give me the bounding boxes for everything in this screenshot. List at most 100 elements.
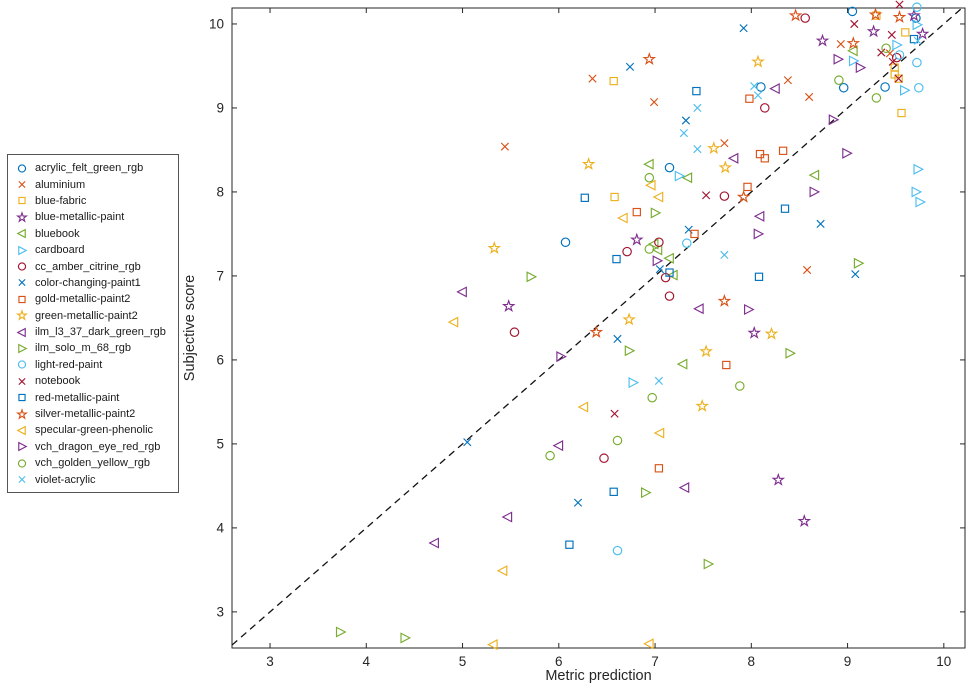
data-point-blue-metallic-paint xyxy=(747,325,762,339)
data-point-specular-green-phenolic xyxy=(643,638,654,650)
series-ilm_solo_m_68_rgb xyxy=(335,207,865,644)
triangle-left-marker-icon xyxy=(16,228,26,239)
y-tick-label: 9 xyxy=(216,100,224,115)
circle-marker-icon xyxy=(17,459,27,468)
data-point-color-changing-paint1 xyxy=(613,334,622,344)
data-point-specular-green-phenolic xyxy=(496,565,508,577)
data-point-ilm_solo_m_68_rgb xyxy=(526,271,538,283)
data-point-green-metallic-paint2 xyxy=(718,160,733,174)
legend-item-color-changing-paint1: color-changing-paint1 xyxy=(8,275,178,291)
data-point-vch_golden_yellow_rgb xyxy=(644,172,655,183)
data-point-gold-metallic-paint2 xyxy=(722,360,731,370)
data-point-bluebook xyxy=(808,169,820,181)
data-point-violet-acrylic xyxy=(750,81,759,91)
data-point-ilm_l3_37_dark_green_rgb xyxy=(552,440,564,452)
data-point-violet-acrylic xyxy=(913,36,922,45)
x-marker-icon xyxy=(18,476,26,484)
data-point-red-metallic-paint xyxy=(565,540,574,549)
data-point-notebook xyxy=(887,30,896,40)
data-point-vch_dragon_eye_red_rgb xyxy=(753,228,765,240)
data-point-gold-metallic-paint2 xyxy=(690,229,699,239)
data-point-cc_amber_citrine_rgb xyxy=(599,453,609,463)
data-point-gold-metallic-paint2 xyxy=(654,464,664,473)
legend-item-blue-metallic-paint: blue-metallic-paint xyxy=(8,209,178,225)
data-point-cc_amber_citrine_rgb xyxy=(719,191,730,201)
legend-item-acrylic_felt_green_rgb: acrylic_felt_green_rgb xyxy=(8,160,178,176)
legend-item-vch_golden_yellow_rgb: vch_golden_yellow_rgb xyxy=(8,455,178,471)
data-point-vch_dragon_eye_red_rgb xyxy=(652,255,664,267)
legend-label: bluebook xyxy=(35,227,80,240)
data-point-color-changing-paint1 xyxy=(851,270,860,279)
legend-item-notebook: notebook xyxy=(8,373,178,389)
series-green-metallic-paint2 xyxy=(487,54,779,412)
x-tick-label: 8 xyxy=(748,654,756,669)
data-point-color-changing-paint1 xyxy=(739,24,748,33)
data-point-ilm_l3_37_dark_green_rgb xyxy=(693,303,704,315)
data-point-vch_dragon_eye_red_rgb xyxy=(828,114,840,126)
data-point-specular-green-phenolic xyxy=(487,639,498,651)
legend-label: notebook xyxy=(35,375,81,388)
square-marker-icon xyxy=(18,295,26,303)
data-point-aluminium xyxy=(500,142,510,151)
data-point-vch_dragon_eye_red_rgb xyxy=(842,147,853,159)
data-point-aluminium xyxy=(836,39,845,49)
x-tick-label: 9 xyxy=(844,654,852,669)
data-point-cc_amber_citrine_rgb xyxy=(891,52,902,63)
data-point-bluebook xyxy=(681,172,693,184)
square-marker-icon xyxy=(18,394,26,402)
data-point-gold-metallic-paint2 xyxy=(743,182,752,192)
series-gold-metallic-paint2 xyxy=(632,94,788,473)
data-point-green-metallic-paint2 xyxy=(622,312,636,326)
series-ilm_l3_37_dark_green_rgb xyxy=(428,83,780,549)
circle-marker-icon xyxy=(17,164,27,173)
data-point-gold-metallic-paint2 xyxy=(778,146,788,155)
data-point-green-metallic-paint2 xyxy=(706,141,721,155)
legend-label: ilm_l3_37_dark_green_rgb xyxy=(35,326,166,339)
legend-label: specular-green-phenolic xyxy=(35,424,154,437)
data-point-vch_golden_yellow_rgb xyxy=(871,93,882,103)
series-red-metallic-paint xyxy=(565,34,919,549)
data-point-silver-metallic-paint2 xyxy=(717,293,732,307)
data-point-ilm_solo_m_68_rgb xyxy=(335,626,347,638)
series-violet-acrylic xyxy=(654,36,922,386)
data-point-vch_dragon_eye_red_rgb xyxy=(855,62,867,74)
data-point-cc_amber_citrine_rgb xyxy=(622,246,632,257)
data-point-aluminium xyxy=(588,74,597,83)
data-point-silver-metallic-paint2 xyxy=(892,10,907,23)
data-point-bluebook xyxy=(847,45,858,57)
data-point-light-red-paint xyxy=(912,57,922,68)
data-point-cardboard xyxy=(911,186,923,198)
data-point-gold-metallic-paint2 xyxy=(632,207,641,217)
data-point-cc_amber_citrine_rgb xyxy=(760,103,770,113)
data-point-ilm_l3_37_dark_green_rgb xyxy=(501,511,513,523)
x-tick-label: 6 xyxy=(555,654,563,669)
x-marker-icon xyxy=(18,279,26,287)
data-point-aluminium xyxy=(649,97,659,107)
legend-label: gold-metallic-paint2 xyxy=(35,293,131,306)
series-specular-green-phenolic xyxy=(447,179,665,651)
legend-item-cardboard: cardboard xyxy=(8,242,178,258)
data-point-cc_amber_citrine_rgb xyxy=(509,327,520,337)
data-point-blue-metallic-paint xyxy=(797,514,812,527)
legend-label: ilm_solo_m_68_rgb xyxy=(35,342,131,355)
data-point-cardboard xyxy=(674,170,686,182)
data-point-aluminium xyxy=(720,139,729,148)
data-point-vch_golden_yellow_rgb xyxy=(644,244,655,254)
data-point-vch_golden_yellow_rgb xyxy=(881,43,891,54)
data-point-cardboard xyxy=(915,196,927,208)
data-point-cardboard xyxy=(628,377,640,389)
data-point-specular-green-phenolic xyxy=(617,212,628,224)
axes-box xyxy=(231,7,966,649)
data-point-violet-acrylic xyxy=(679,128,689,138)
pentagram-marker-icon xyxy=(15,211,29,223)
series-vch_golden_yellow_rgb xyxy=(545,43,891,461)
data-point-green-metallic-paint2 xyxy=(695,398,710,412)
legend-item-vch_dragon_eye_red_rgb: vch_dragon_eye_red_rgb xyxy=(8,439,178,455)
x-axis-label: Metric prediction xyxy=(545,668,652,684)
y-tick-label: 4 xyxy=(216,520,224,535)
legend-item-gold-metallic-paint2: gold-metallic-paint2 xyxy=(8,291,178,307)
data-point-cardboard xyxy=(913,163,925,175)
square-marker-icon xyxy=(18,197,26,205)
data-point-green-metallic-paint2 xyxy=(699,344,713,358)
